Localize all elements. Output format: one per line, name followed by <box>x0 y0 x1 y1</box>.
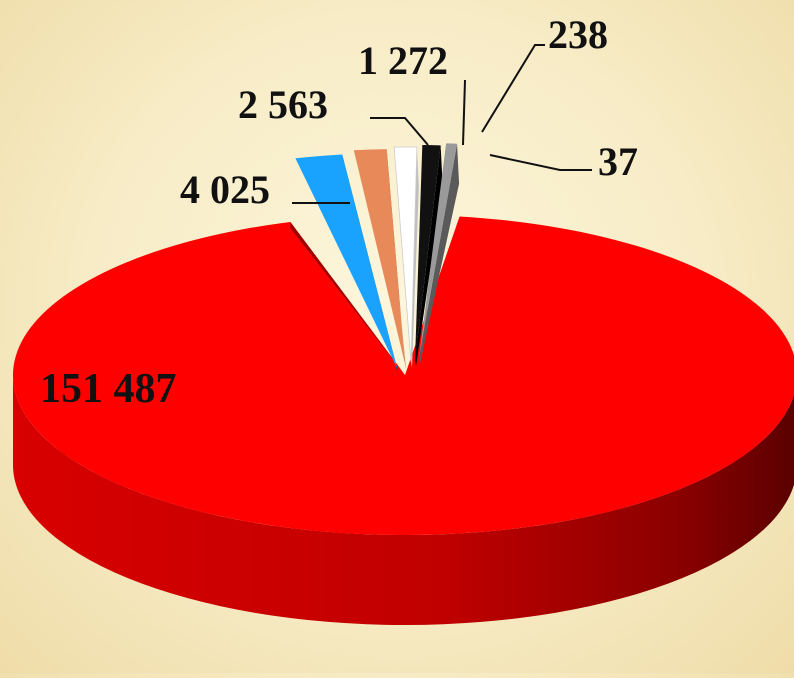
slice-37 <box>419 143 458 358</box>
slice-238 <box>415 145 441 360</box>
slice-2563 <box>353 149 405 364</box>
slice-151487-wall <box>290 221 405 375</box>
data-label-238: 238 <box>548 12 608 57</box>
leader-line-238 <box>481 44 545 133</box>
data-label-4025: 4 025 <box>180 167 270 212</box>
slice-4025 <box>295 154 397 368</box>
leader-line-1272 <box>462 79 466 146</box>
leader-line-2563 <box>370 117 429 146</box>
slice-151487-side <box>13 375 794 625</box>
slice-37-side <box>419 143 460 364</box>
data-label-151487: 151 487 <box>40 366 177 412</box>
data-label-1272: 1 272 <box>358 38 448 83</box>
slice-151487 <box>13 216 794 535</box>
leader-line-37 <box>489 154 592 171</box>
slice-1272-side <box>411 147 419 368</box>
slice-238-side <box>415 145 443 366</box>
slice-1272 <box>393 146 418 363</box>
data-label-2563: 2 563 <box>238 82 328 127</box>
data-label-37: 37 <box>598 139 638 184</box>
